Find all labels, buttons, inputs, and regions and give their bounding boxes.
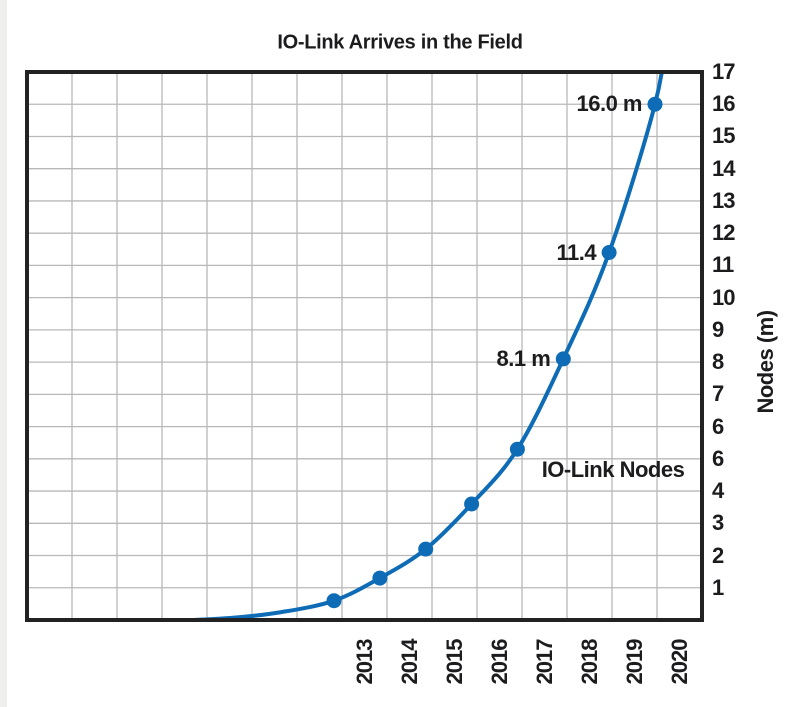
y-axis-tick-label: 8: [712, 349, 724, 375]
y-axis-tick-label: 17: [712, 59, 736, 84]
data-point-marker: [647, 96, 663, 112]
x-axis-tick-label: 2015: [441, 639, 467, 685]
y-axis-tick-label: 6: [712, 413, 724, 439]
y-axis-tick-label: 16: [712, 91, 736, 117]
page-edge-strip: [0, 0, 7, 707]
y-axis-tick-label: 15: [712, 123, 736, 149]
x-axis-tick-label: 2016: [486, 639, 512, 685]
x-axis-tick-label: 2017: [531, 639, 557, 685]
data-point-marker: [326, 593, 342, 609]
y-axis-tick-label: 14: [712, 155, 736, 181]
x-axis-tick-label: 2019: [621, 639, 647, 685]
y-axis-tick-label: 11: [712, 252, 734, 278]
y-axis-tick-label: 3: [712, 510, 724, 536]
plot-border: [25, 70, 704, 622]
point-value-annotation: 11.4: [556, 239, 597, 265]
x-axis-tick-label: 2018: [576, 639, 602, 685]
y-axis-tick-label: 1: [712, 574, 724, 600]
data-point-marker: [555, 351, 571, 367]
y-axis-tick-label: 9: [712, 316, 724, 342]
y-axis-tick-label: 4: [712, 478, 724, 504]
series-label: IO-Link Nodes: [541, 457, 685, 482]
data-point-marker: [509, 441, 525, 457]
y-axis-tick-label: 7: [712, 381, 724, 407]
data-point-marker: [601, 245, 617, 260]
data-point-marker: [464, 496, 480, 512]
point-value-annotation: 8.1 m: [496, 345, 551, 371]
x-axis-tick-label: 2014: [396, 639, 422, 685]
y-axis-tick-label: 2: [712, 542, 724, 568]
y-axis-tick-label: 10: [712, 284, 736, 310]
data-point-marker: [372, 570, 388, 586]
point-value-annotation: 16.0 m: [576, 91, 642, 117]
y-axis-tick-label: 12: [712, 220, 736, 246]
data-point-marker: [418, 541, 434, 557]
y-axis-tick-label: 6: [712, 445, 724, 471]
y-axis-title: Nodes (m): [753, 310, 778, 414]
x-axis-tick-label: 2013: [351, 639, 377, 685]
y-axis-tick-label: 13: [712, 187, 736, 213]
chart-title: IO-Link Arrives in the Field: [277, 31, 523, 54]
x-axis-tick-label: 2020: [666, 639, 692, 685]
